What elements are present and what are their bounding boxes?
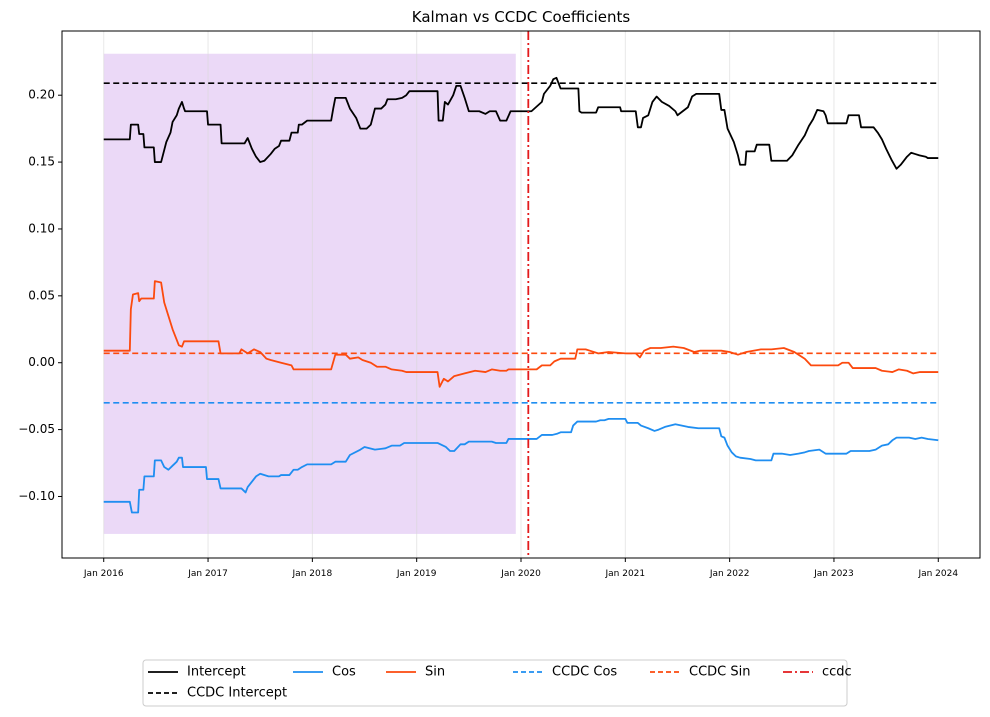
series-layer	[103, 76, 939, 514]
x-tick-label: Jan 2021	[604, 569, 645, 579]
legend: Intercept Cos Sin CCDC Cos CCDC Sin ccdc CCDC …	[142, 659, 852, 707]
series-line-sin	[103, 280, 939, 388]
y-tick-label: 0.00	[28, 355, 55, 369]
y-tick-label: −0.10	[18, 489, 55, 503]
y-tick-label: 0.20	[28, 88, 55, 102]
gridlines	[103, 31, 939, 558]
y-tick-label: 0.10	[28, 221, 55, 235]
chart-title: Kalman vs CCDC Coefficients	[412, 8, 631, 26]
y-tick-label: 0.05	[28, 288, 55, 302]
series-line-cos	[103, 417, 939, 514]
x-tick-label: Jan 2023	[813, 569, 854, 579]
shaded-region	[103, 53, 516, 534]
x-tick-label: Jan 2024	[917, 569, 958, 579]
x-axis: Jan 2016 Jan 2017 Jan 2018 Jan 2019 Jan 2020…	[83, 558, 958, 579]
x-tick-label: Jan 2020	[500, 569, 541, 579]
legend-label: Cos	[332, 665, 356, 680]
x-tick-label: Jan 2016	[83, 569, 124, 579]
x-tick-label: Jan 2022	[709, 569, 750, 579]
y-axis: 0.20 0.15 0.10 0.05 0.00 −0.05 −0.10	[18, 88, 62, 503]
legend-label: ccdc	[822, 665, 852, 680]
x-tick-label: Jan 2017	[187, 569, 228, 579]
legend-label: Sin	[425, 665, 445, 680]
legend-label: Intercept	[187, 665, 246, 680]
y-tick-label: 0.15	[28, 155, 55, 169]
series-line-intercept	[103, 76, 939, 170]
legend-label: CCDC Sin	[689, 665, 750, 680]
y-tick-label: −0.05	[18, 422, 55, 436]
legend-label: CCDC Cos	[552, 665, 617, 680]
legend-label: CCDC Intercept	[187, 686, 287, 701]
shaded-region-layer	[103, 53, 516, 534]
x-tick-label: Jan 2019	[396, 569, 437, 579]
x-tick-label: Jan 2018	[292, 569, 333, 579]
